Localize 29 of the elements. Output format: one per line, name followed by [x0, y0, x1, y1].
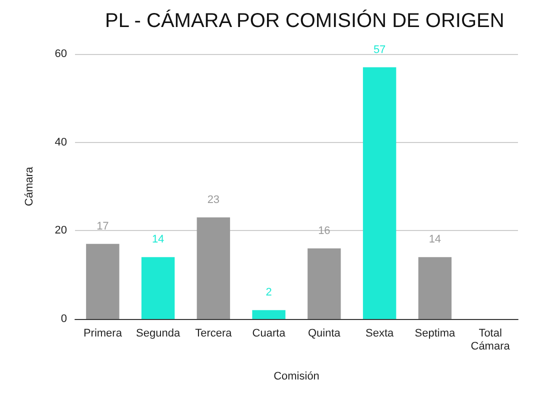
data-label: 17 — [96, 220, 109, 232]
y-tick-label: 60 — [54, 48, 67, 60]
x-tick-label: Tercera — [195, 328, 233, 340]
x-tick-label: Segunda — [136, 328, 181, 340]
bar — [362, 67, 396, 319]
data-label: 16 — [318, 224, 330, 237]
x-tick-label: Quinta — [308, 328, 342, 340]
bar — [308, 248, 341, 319]
x-tick-label: Cuarta — [252, 328, 286, 340]
y-tick-label: 0 — [60, 313, 67, 325]
data-label: 14 — [152, 234, 164, 246]
y-axis-title: Cámara — [24, 166, 36, 206]
data-label: 14 — [428, 234, 442, 246]
bar — [418, 257, 452, 319]
data-label: 23 — [207, 194, 220, 206]
x-axis-title: Comisión — [274, 370, 320, 382]
x-tick-label: Total Cámara — [470, 328, 511, 352]
bar — [141, 257, 175, 319]
data-label: 57 — [373, 44, 386, 56]
y-tick-label: 40 — [54, 136, 67, 148]
x-tick-label: Primera — [83, 328, 123, 340]
chart-title: PL - CÁMARA POR COMISIÓN DE ORIGEN — [105, 9, 504, 32]
x-tick-label: Septima — [414, 328, 456, 340]
bar — [252, 310, 286, 319]
bar — [196, 217, 230, 319]
bar — [86, 244, 120, 319]
data-label: 2 — [266, 286, 272, 299]
x-tick-label: Sexta — [365, 328, 395, 340]
y-tick-label: 20 — [54, 224, 67, 237]
